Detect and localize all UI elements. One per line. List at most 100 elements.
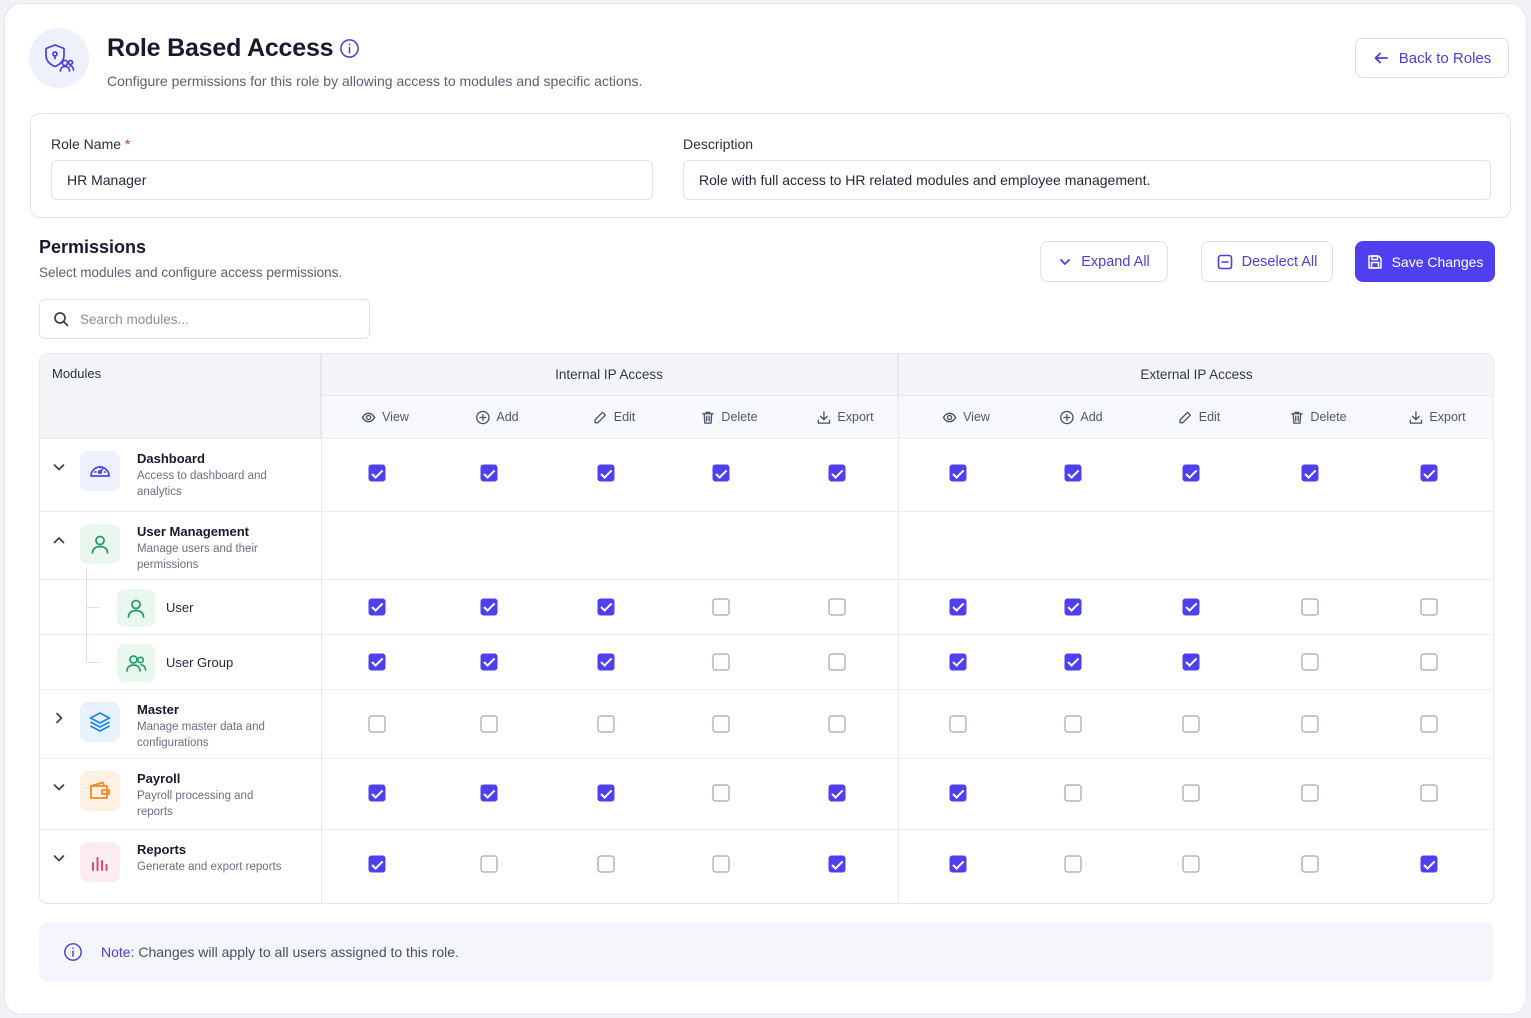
- checkbox-user-group-internal-add[interactable]: [480, 653, 498, 670]
- checkbox-dashboard-external-view[interactable]: [949, 464, 967, 482]
- module-name: Payroll: [137, 771, 181, 786]
- checkbox-master-internal-delete[interactable]: [712, 715, 730, 733]
- external-export-header: Export: [1408, 396, 1466, 438]
- checkbox-reports-internal-add[interactable]: [480, 855, 498, 873]
- table-row-user-group: User Group: [40, 634, 1493, 689]
- description-input[interactable]: Role with full access to HR related modu…: [683, 160, 1491, 200]
- checkbox-payroll-external-delete[interactable]: [1301, 784, 1319, 802]
- checkbox-user-group-external-export[interactable]: [1420, 653, 1438, 670]
- checkbox-user-internal-edit[interactable]: [597, 598, 615, 615]
- checkbox-user-group-internal-view[interactable]: [368, 653, 386, 670]
- checkbox-payroll-external-export[interactable]: [1420, 784, 1438, 802]
- checkbox-dashboard-internal-edit[interactable]: [597, 464, 615, 482]
- checkbox-dashboard-external-add[interactable]: [1064, 464, 1082, 482]
- checkbox-dashboard-internal-add[interactable]: [480, 464, 498, 482]
- checkbox-master-external-export[interactable]: [1420, 715, 1438, 733]
- checkbox-user-group-internal-export[interactable]: [828, 653, 846, 670]
- chevron-right-icon[interactable]: [52, 711, 66, 725]
- search-modules-input[interactable]: Search modules...: [39, 299, 370, 339]
- role-name-input[interactable]: HR Manager: [51, 160, 653, 200]
- checkbox-user-external-view[interactable]: [949, 598, 967, 615]
- checkbox-reports-external-view[interactable]: [949, 855, 967, 873]
- module-description: Generate and export reports: [137, 861, 282, 873]
- internal-delete-header: Delete: [700, 396, 758, 438]
- checkbox-reports-internal-edit[interactable]: [597, 855, 615, 873]
- checkbox-user-internal-view[interactable]: [368, 598, 386, 615]
- checkbox-payroll-internal-export[interactable]: [828, 784, 846, 802]
- checkbox-reports-internal-view[interactable]: [368, 855, 386, 873]
- user-icon: [80, 524, 120, 564]
- checkbox-user-external-delete[interactable]: [1301, 598, 1319, 615]
- checkbox-payroll-internal-edit[interactable]: [597, 784, 615, 802]
- checkbox-payroll-external-view[interactable]: [949, 784, 967, 802]
- checkbox-user-group-external-view[interactable]: [949, 653, 967, 670]
- checkbox-reports-internal-export[interactable]: [828, 855, 846, 873]
- info-icon[interactable]: [339, 38, 360, 59]
- chevron-down-icon[interactable]: [52, 460, 66, 474]
- action-label: Export: [1429, 410, 1466, 424]
- checkbox-reports-external-export[interactable]: [1420, 855, 1438, 873]
- checkbox-user-group-external-add[interactable]: [1064, 653, 1082, 670]
- action-label: Edit: [613, 410, 636, 424]
- checkbox-master-internal-export[interactable]: [828, 715, 846, 733]
- chevron-down-icon[interactable]: [52, 851, 66, 865]
- checkbox-reports-external-delete[interactable]: [1301, 855, 1319, 873]
- checkbox-dashboard-external-edit[interactable]: [1182, 464, 1200, 482]
- checkbox-payroll-internal-delete[interactable]: [712, 784, 730, 802]
- role-details-section: Role Name * HR Manager Description Role …: [30, 113, 1511, 218]
- checkbox-user-group-external-delete[interactable]: [1301, 653, 1319, 670]
- checkbox-user-group-external-edit[interactable]: [1182, 653, 1200, 670]
- checkbox-user-internal-export[interactable]: [828, 598, 846, 615]
- checkbox-user-external-add[interactable]: [1064, 598, 1082, 615]
- checkbox-reports-external-add[interactable]: [1064, 855, 1082, 873]
- search-placeholder: Search modules...: [80, 311, 189, 327]
- checkbox-master-internal-add[interactable]: [480, 715, 498, 733]
- back-to-roles-label: Back to Roles: [1398, 49, 1492, 67]
- checkbox-payroll-external-add[interactable]: [1064, 784, 1082, 802]
- trash-icon: [1291, 411, 1303, 424]
- checkbox-master-external-view[interactable]: [949, 715, 967, 733]
- chevron-down-icon[interactable]: [52, 780, 66, 794]
- checkbox-reports-internal-delete[interactable]: [712, 855, 730, 873]
- expand-all-button[interactable]: Expand All: [1040, 241, 1168, 282]
- action-label: Delete: [721, 410, 758, 424]
- description-label: Description: [683, 136, 754, 152]
- chevron-down-icon: [1060, 258, 1071, 265]
- checkbox-user-group-internal-delete[interactable]: [712, 653, 730, 670]
- note-text: Changes will apply to all users assigned…: [138, 944, 459, 960]
- bar-chart-icon: [80, 842, 120, 882]
- checkbox-user-external-edit[interactable]: [1182, 598, 1200, 615]
- download-icon: [817, 410, 831, 424]
- info-icon: [64, 943, 82, 961]
- checkbox-dashboard-internal-view[interactable]: [368, 464, 386, 482]
- action-label: Edit: [1198, 410, 1221, 424]
- checkbox-dashboard-external-export[interactable]: [1420, 464, 1438, 482]
- back-to-roles-button[interactable]: Back to Roles: [1355, 38, 1509, 78]
- modules-divider: [321, 354, 322, 903]
- checkbox-payroll-internal-add[interactable]: [480, 784, 498, 802]
- deselect-all-button[interactable]: Deselect All: [1201, 241, 1333, 282]
- checkbox-master-external-edit[interactable]: [1182, 715, 1200, 733]
- checkbox-payroll-internal-view[interactable]: [368, 784, 386, 802]
- checkbox-dashboard-external-delete[interactable]: [1301, 464, 1319, 482]
- checkbox-user-external-export[interactable]: [1420, 598, 1438, 615]
- module-description: Manage master data and configurations: [137, 721, 265, 749]
- checkbox-master-external-add[interactable]: [1064, 715, 1082, 733]
- deselect-all-label: Deselect All: [1241, 253, 1318, 270]
- internal-ip-access-header: Internal IP Access: [321, 354, 898, 396]
- internal-export-header: Export: [816, 396, 874, 438]
- chevron-up-icon[interactable]: [52, 533, 66, 547]
- checkbox-payroll-external-edit[interactable]: [1182, 784, 1200, 802]
- table-row-payroll: Payroll Payroll processing and reports: [40, 758, 1493, 829]
- action-label: Add: [1080, 410, 1103, 424]
- save-changes-button[interactable]: Save Changes: [1355, 241, 1495, 282]
- checkbox-user-group-internal-edit[interactable]: [597, 653, 615, 670]
- checkbox-master-internal-view[interactable]: [368, 715, 386, 733]
- checkbox-dashboard-internal-export[interactable]: [828, 464, 846, 482]
- checkbox-dashboard-internal-delete[interactable]: [712, 464, 730, 482]
- checkbox-master-external-delete[interactable]: [1301, 715, 1319, 733]
- checkbox-reports-external-edit[interactable]: [1182, 855, 1200, 873]
- checkbox-master-internal-edit[interactable]: [597, 715, 615, 733]
- checkbox-user-internal-delete[interactable]: [712, 598, 730, 615]
- checkbox-user-internal-add[interactable]: [480, 598, 498, 615]
